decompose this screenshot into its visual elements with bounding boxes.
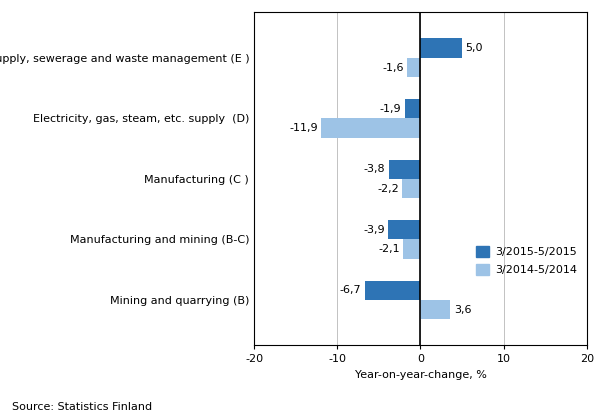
Text: 5,0: 5,0 — [465, 43, 483, 53]
Bar — [365, 280, 420, 300]
Text: -1,9: -1,9 — [380, 104, 401, 114]
Bar — [420, 39, 462, 58]
Bar — [402, 179, 420, 198]
Bar — [407, 58, 420, 77]
Legend: 3/2015-5/2015, 3/2014-5/2014: 3/2015-5/2015, 3/2014-5/2014 — [471, 241, 581, 280]
Text: Source: Statistics Finland: Source: Statistics Finland — [12, 402, 152, 412]
Bar — [389, 159, 420, 179]
Text: -3,9: -3,9 — [363, 225, 385, 235]
Text: -6,7: -6,7 — [340, 285, 361, 295]
Text: -2,2: -2,2 — [377, 183, 399, 193]
Text: 3,6: 3,6 — [454, 305, 471, 314]
Text: -3,8: -3,8 — [364, 164, 385, 174]
Bar — [388, 220, 420, 239]
Bar — [321, 119, 420, 138]
Bar — [405, 99, 420, 119]
Text: -2,1: -2,1 — [378, 244, 400, 254]
Bar — [403, 239, 420, 259]
Bar — [420, 300, 450, 319]
Text: -1,6: -1,6 — [382, 62, 404, 72]
Text: -11,9: -11,9 — [290, 123, 318, 133]
X-axis label: Year-on-year-change, %: Year-on-year-change, % — [355, 370, 486, 380]
